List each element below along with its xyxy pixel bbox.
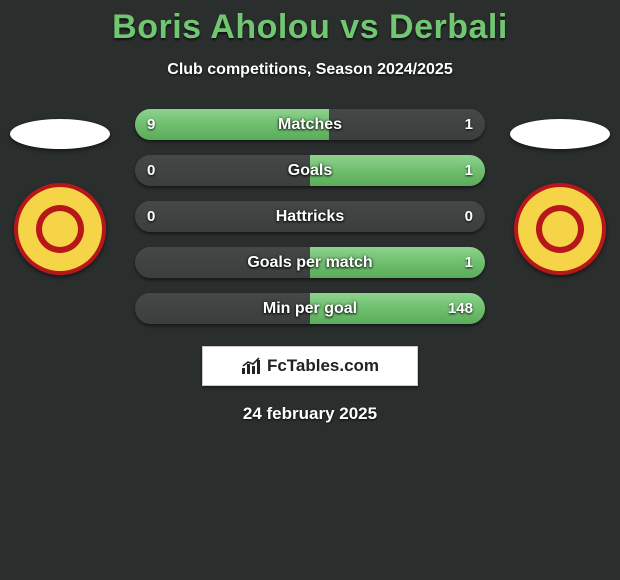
brand-badge: FcTables.com [202, 346, 418, 386]
comparison-panel: Matches91Goals01Hattricks00Goals per mat… [0, 109, 620, 424]
stat-value-right: 1 [465, 155, 473, 186]
stat-value-right: 148 [448, 293, 473, 324]
stat-bar: Goals01 [135, 155, 485, 186]
bar-fill-right [310, 247, 485, 278]
club-badge-left-icon [14, 183, 106, 275]
club-badge-right-icon [514, 183, 606, 275]
page-subtitle: Club competitions, Season 2024/2025 [0, 61, 620, 79]
chart-icon [241, 357, 263, 375]
brand-text: FcTables.com [267, 356, 379, 376]
stats-list: Matches91Goals01Hattricks00Goals per mat… [135, 109, 485, 324]
bar-fill-right [310, 155, 485, 186]
stat-value-right: 0 [465, 201, 473, 232]
bar-fill-right [310, 109, 329, 140]
stat-bar: Min per goal148 [135, 293, 485, 324]
stat-bar: Hattricks00 [135, 201, 485, 232]
flag-right-icon [510, 119, 610, 149]
bar-fill-left [135, 109, 310, 140]
flag-left-icon [10, 119, 110, 149]
stat-value-left: 9 [147, 109, 155, 140]
stat-value-right: 1 [465, 109, 473, 140]
stat-bar: Goals per match1 [135, 247, 485, 278]
date-label: 24 february 2025 [0, 404, 620, 424]
page-title: Boris Aholou vs Derbali [0, 0, 620, 47]
player-left-column [0, 109, 120, 275]
player-right-column [500, 109, 620, 275]
stat-value-left: 0 [147, 201, 155, 232]
stat-value-left: 0 [147, 155, 155, 186]
stat-value-right: 1 [465, 247, 473, 278]
stat-bar: Matches91 [135, 109, 485, 140]
